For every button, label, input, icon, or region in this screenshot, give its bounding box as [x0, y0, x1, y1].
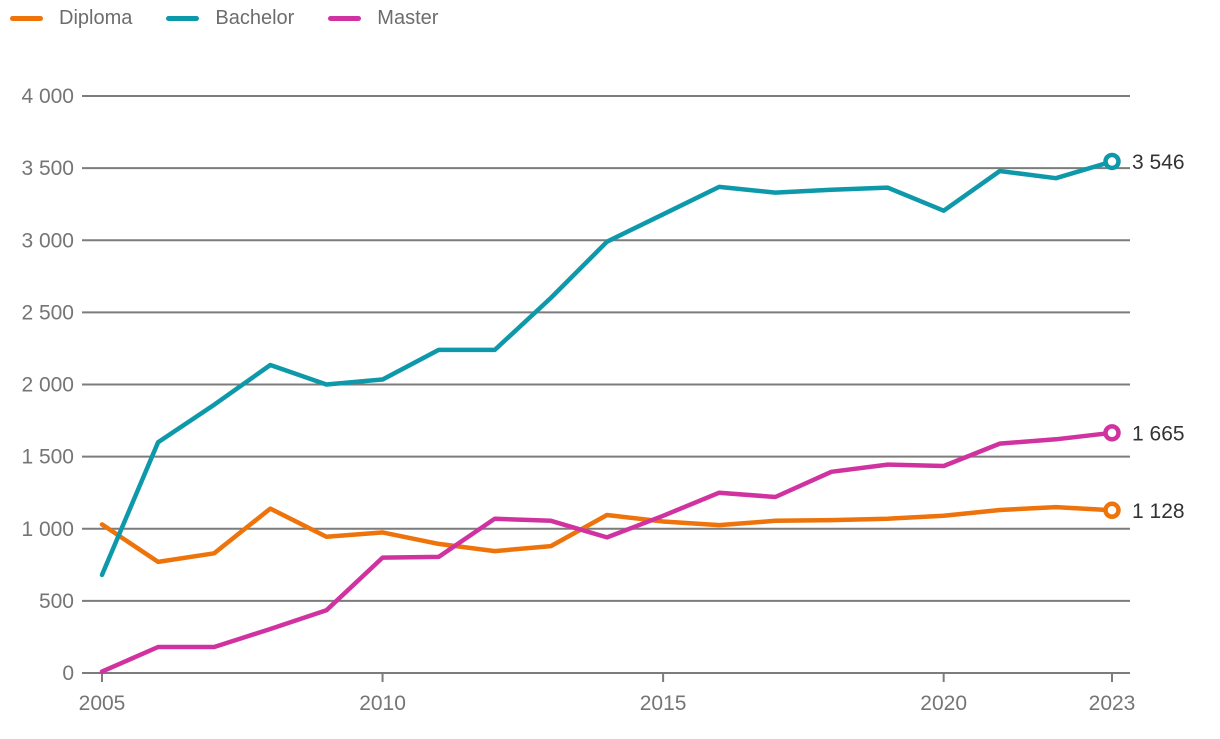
x-axis-tick-label: 2010 — [359, 692, 406, 715]
series-end-value-master: 1 665 — [1132, 422, 1185, 445]
legend-swatch-bachelor — [166, 15, 200, 21]
y-axis-tick-label: 500 — [39, 590, 74, 613]
legend-swatch-diploma — [10, 15, 43, 21]
series-end-value-bachelor: 3 546 — [1132, 151, 1185, 174]
legend-label-master: Master — [377, 7, 439, 29]
series-end-value-diploma: 1 128 — [1132, 500, 1185, 523]
x-axis-tick-label: 2005 — [79, 692, 126, 715]
y-axis-tick-label: 3 500 — [21, 157, 74, 180]
y-axis-tick-label: 1 500 — [21, 446, 74, 469]
series-end-marker-bachelor[interactable] — [1103, 152, 1121, 171]
legend-label-bachelor: Bachelor — [215, 7, 295, 29]
legend-swatch-master — [328, 15, 362, 21]
series-line-master[interactable] — [99, 430, 1115, 674]
y-axis-tick-label: 3 000 — [21, 229, 74, 252]
y-axis-tick-label: 2 500 — [21, 301, 74, 324]
y-axis-tick-label: 0 — [62, 662, 74, 685]
series-end-marker-diploma[interactable] — [1103, 501, 1121, 520]
series-line-bachelor[interactable] — [99, 159, 1115, 578]
y-axis-tick-label: 2 000 — [21, 374, 74, 397]
x-axis-tick-label: 2015 — [640, 692, 687, 715]
series-end-marker-master[interactable] — [1103, 424, 1121, 442]
legend-item-master[interactable]: Master — [328, 8, 438, 28]
series-line-diploma[interactable] — [99, 504, 1115, 565]
legend-item-diploma[interactable]: Diploma — [10, 8, 132, 28]
x-axis-tick-label: 2020 — [920, 692, 967, 715]
legend-label-diploma: Diploma — [59, 7, 133, 29]
legend-item-bachelor[interactable]: Bachelor — [166, 8, 294, 28]
y-axis-tick-label: 1 000 — [21, 518, 74, 541]
x-axis-tick-label: 2023 — [1089, 692, 1136, 715]
chart-legend: Diploma Bachelor Master — [10, 4, 438, 32]
y-axis-tick-label: 4 000 — [21, 85, 74, 108]
